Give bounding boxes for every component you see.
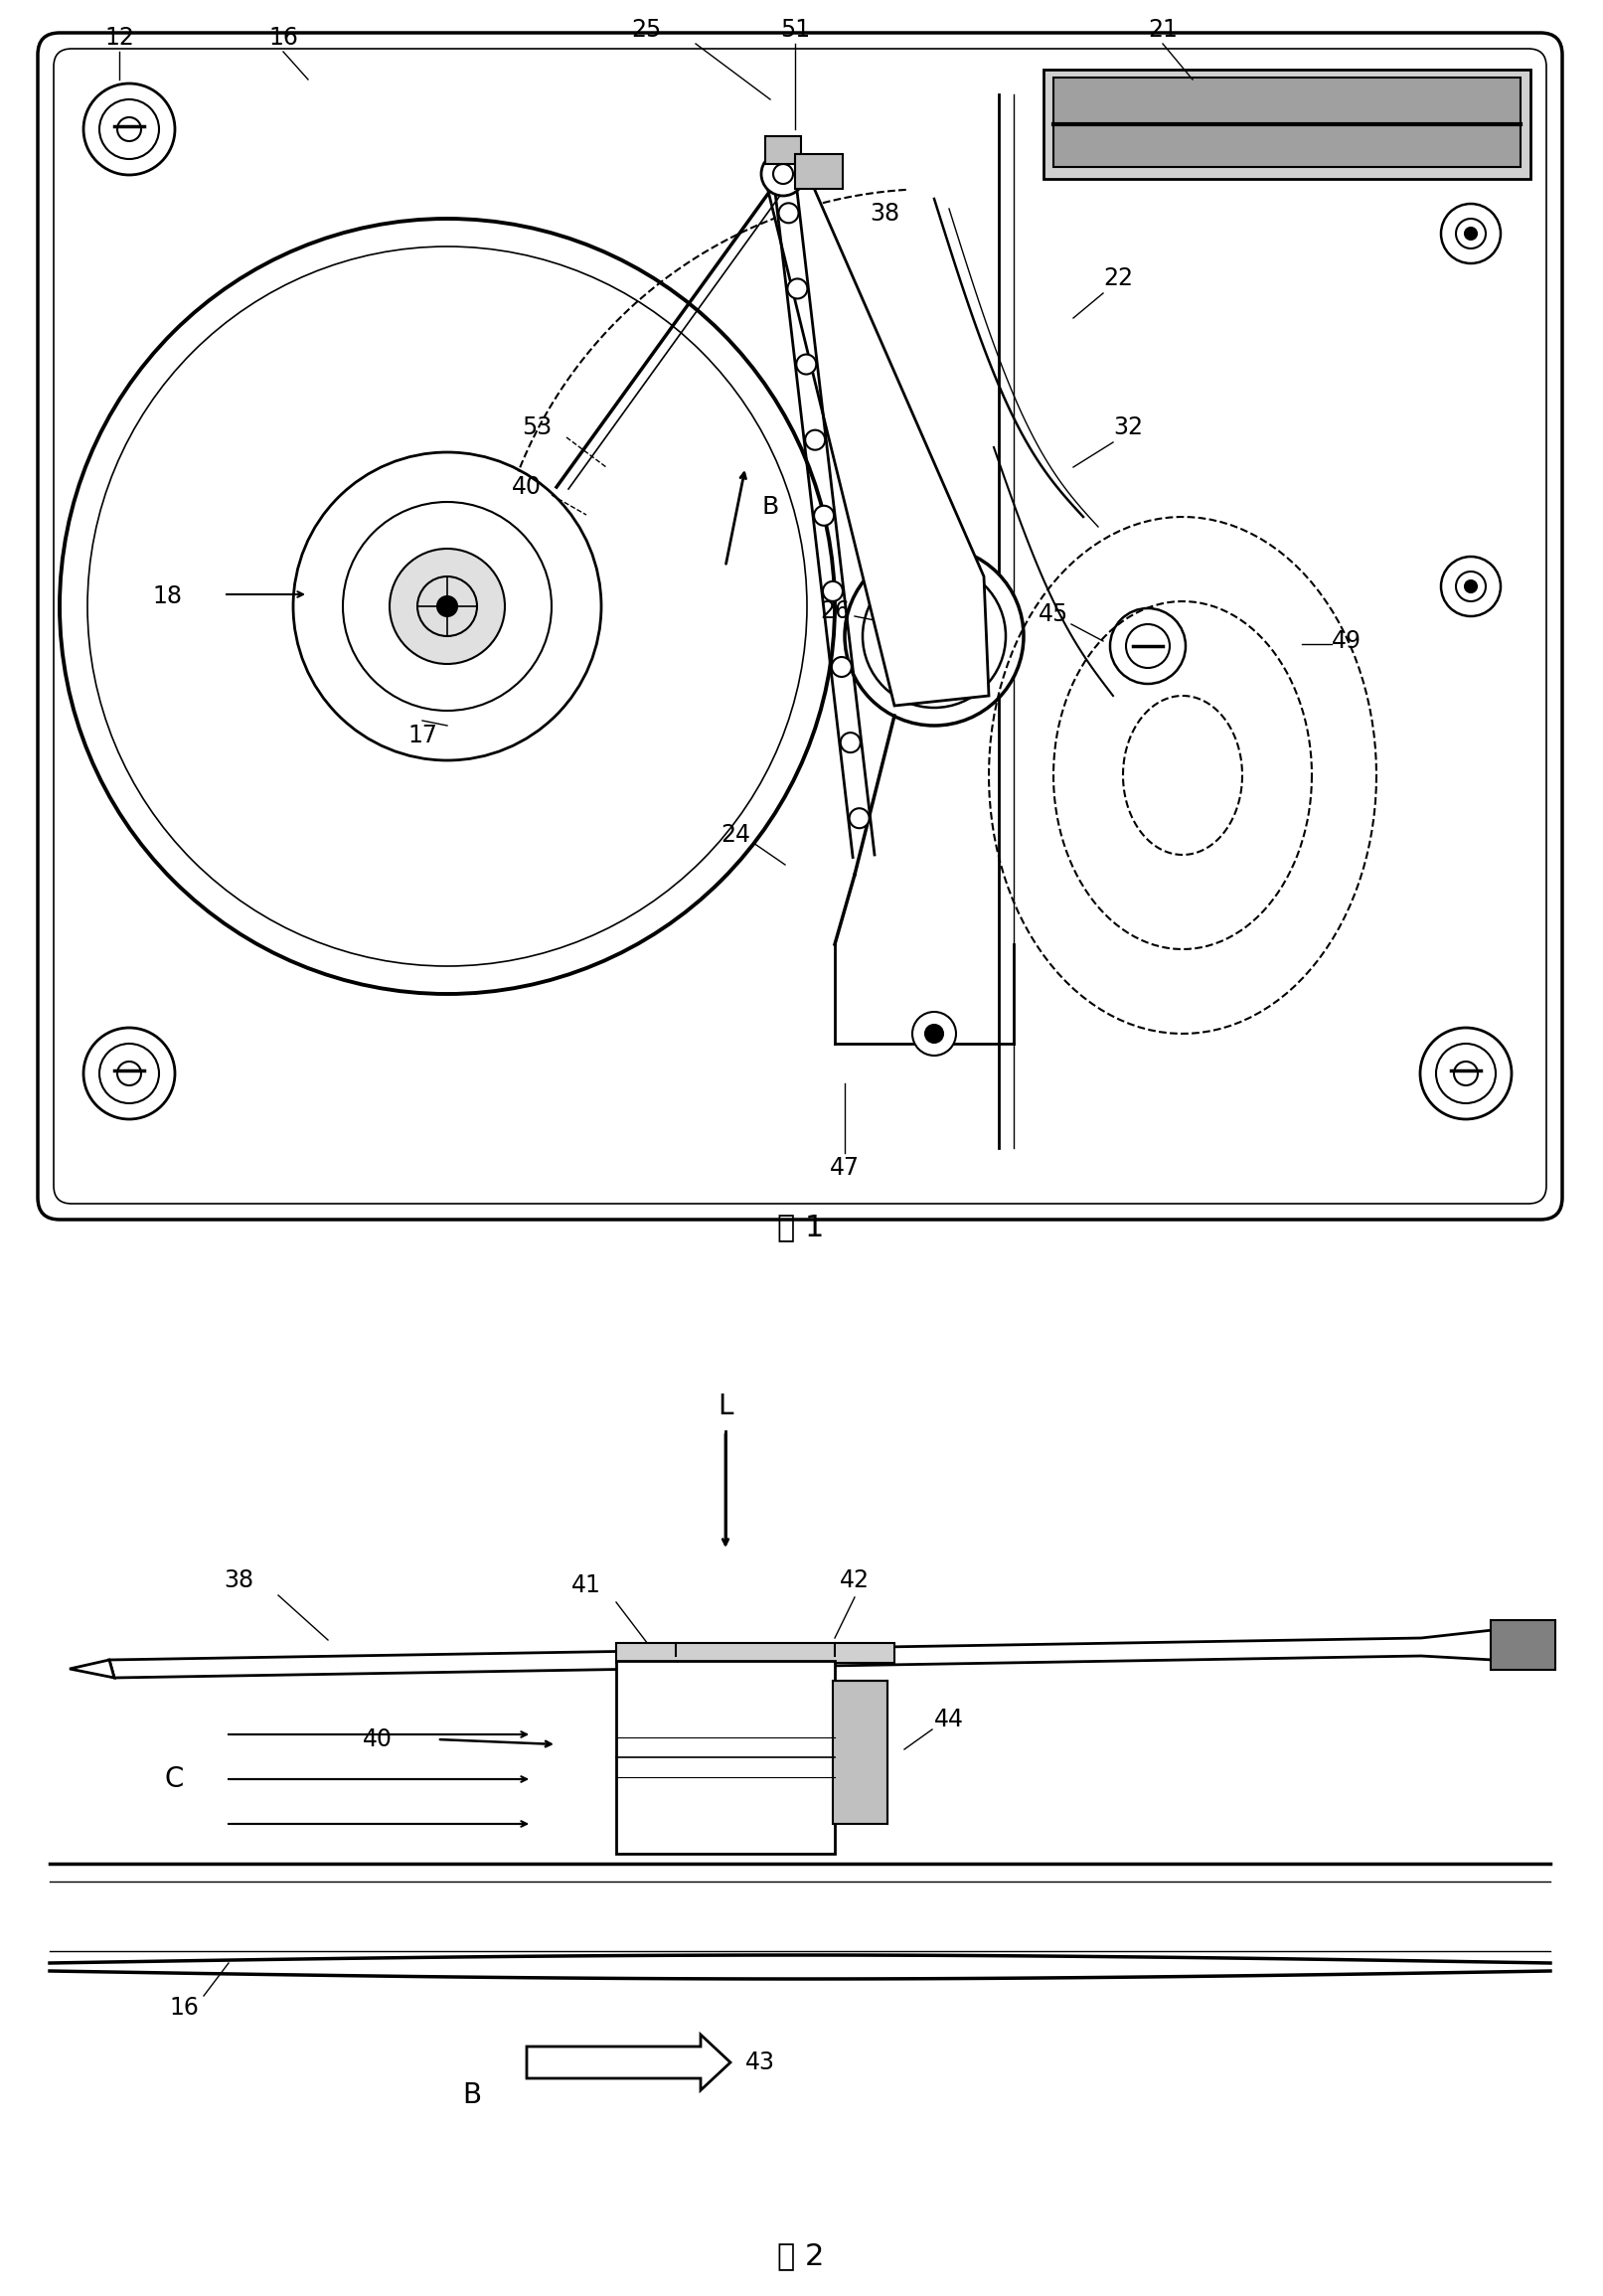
Circle shape — [832, 657, 851, 677]
Circle shape — [1441, 556, 1500, 615]
Circle shape — [117, 117, 141, 140]
Text: 49: 49 — [1332, 629, 1361, 652]
Text: C: C — [164, 1766, 183, 1793]
Text: 44: 44 — [935, 1708, 963, 1731]
Bar — [1044, 69, 1531, 179]
Circle shape — [797, 354, 816, 374]
Polygon shape — [109, 1628, 1510, 1678]
Circle shape — [805, 429, 826, 450]
Text: 38: 38 — [869, 202, 899, 225]
Circle shape — [850, 808, 869, 829]
Circle shape — [83, 83, 175, 174]
Text: 47: 47 — [830, 1155, 859, 1180]
Text: L: L — [718, 1391, 733, 1421]
Text: 41: 41 — [572, 1573, 601, 1598]
Text: 24: 24 — [720, 822, 750, 847]
Text: 43: 43 — [745, 2050, 776, 2073]
Circle shape — [83, 1029, 175, 1118]
Polygon shape — [527, 2034, 731, 2089]
Bar — [765, 135, 802, 163]
Circle shape — [1454, 117, 1478, 140]
Text: 18: 18 — [152, 585, 181, 608]
Circle shape — [925, 1024, 943, 1042]
Text: 16: 16 — [268, 25, 298, 51]
Text: B: B — [463, 2080, 481, 2110]
Circle shape — [773, 163, 793, 184]
Circle shape — [1441, 204, 1500, 264]
Circle shape — [1109, 608, 1186, 684]
Circle shape — [840, 732, 861, 753]
Circle shape — [814, 505, 834, 526]
Circle shape — [438, 597, 457, 615]
Circle shape — [922, 625, 946, 647]
Bar — [834, 1681, 888, 1823]
Text: 40: 40 — [362, 1727, 393, 1752]
Bar — [1053, 78, 1521, 168]
Text: 40: 40 — [511, 475, 542, 498]
Polygon shape — [765, 179, 989, 705]
Circle shape — [1454, 1061, 1478, 1086]
Text: 51: 51 — [781, 18, 810, 41]
Circle shape — [1420, 83, 1512, 174]
Text: 53: 53 — [521, 416, 551, 439]
Circle shape — [1465, 227, 1476, 239]
Text: 12: 12 — [104, 25, 135, 51]
Circle shape — [761, 152, 805, 195]
Text: 16: 16 — [168, 1995, 199, 2020]
Text: 图 1: 图 1 — [777, 1212, 824, 1242]
Circle shape — [822, 581, 843, 602]
Circle shape — [845, 546, 1024, 726]
Text: 38: 38 — [223, 1568, 253, 1593]
Bar — [616, 1644, 894, 1662]
Bar — [795, 154, 843, 188]
Text: 图 2: 图 2 — [777, 2241, 824, 2271]
Text: B: B — [761, 496, 779, 519]
Circle shape — [912, 1013, 955, 1056]
Bar — [1491, 1621, 1555, 1669]
Text: 26: 26 — [819, 599, 850, 622]
Circle shape — [787, 278, 808, 298]
FancyBboxPatch shape — [38, 32, 1563, 1219]
Circle shape — [390, 549, 505, 664]
Text: 45: 45 — [1039, 602, 1069, 627]
Text: 17: 17 — [407, 723, 438, 748]
Circle shape — [1420, 1029, 1512, 1118]
Circle shape — [779, 202, 798, 223]
Bar — [616, 1660, 835, 1853]
Text: 42: 42 — [840, 1568, 869, 1593]
Circle shape — [117, 1061, 141, 1086]
Polygon shape — [69, 1660, 114, 1678]
Circle shape — [1465, 581, 1476, 592]
Text: 25: 25 — [632, 18, 660, 41]
Text: 21: 21 — [1148, 18, 1178, 41]
Text: 32: 32 — [1112, 416, 1143, 439]
Text: 22: 22 — [1103, 266, 1133, 289]
Circle shape — [59, 218, 835, 994]
